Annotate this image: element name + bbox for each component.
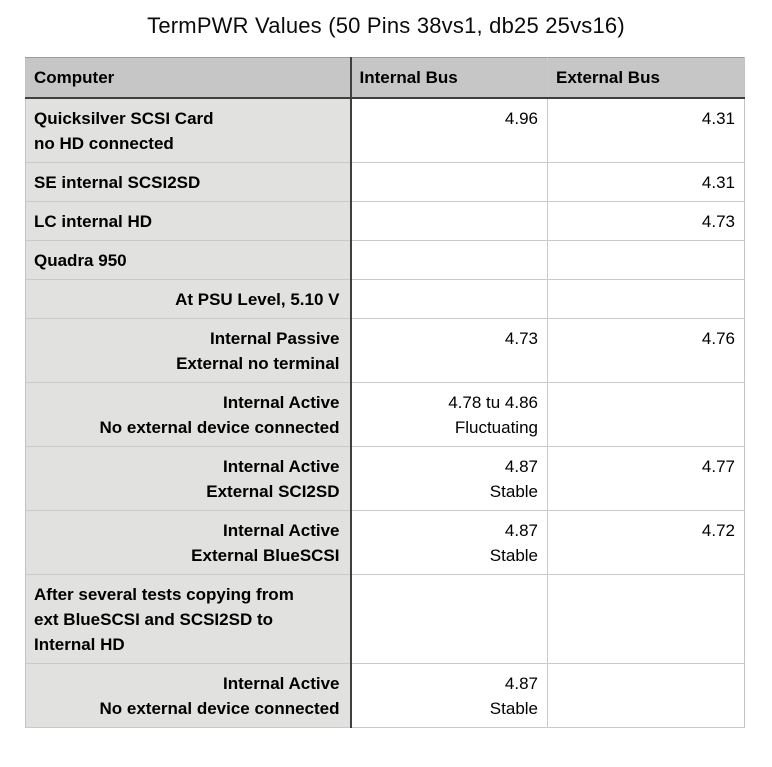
computer-cell: SE internal SCSI2SD <box>25 162 352 202</box>
internal-bus-cell <box>350 574 548 664</box>
table-row: Internal Active No external device conne… <box>25 663 745 728</box>
external-bus-cell: 4.77 <box>547 446 745 511</box>
table-row: LC internal HD 4.73 <box>25 201 745 241</box>
internal-bus-cell: 4.73 <box>350 318 548 383</box>
external-bus-cell <box>547 574 745 664</box>
internal-bus-cell <box>350 279 548 319</box>
table-row: Internal Passive External no terminal 4.… <box>25 318 745 383</box>
computer-cell: Internal Active External BlueSCSI <box>25 510 352 575</box>
internal-bus-cell: 4.78 tu 4.86 Fluctuating <box>350 382 548 447</box>
table-row: At PSU Level, 5.10 V <box>25 279 745 319</box>
internal-bus-cell: 4.87 Stable <box>350 663 548 728</box>
internal-bus-cell <box>350 240 548 280</box>
computer-cell: Internal Active No external device conne… <box>25 663 352 728</box>
computer-cell: Internal Active No external device conne… <box>25 382 352 447</box>
page-title: TermPWR Values (50 Pins 38vs1, db25 25vs… <box>147 13 625 38</box>
computer-cell: Internal Passive External no terminal <box>25 318 352 383</box>
internal-bus-cell: 4.87 Stable <box>350 510 548 575</box>
external-bus-cell: 4.31 <box>547 162 745 202</box>
table-row: After several tests copying from ext Blu… <box>25 574 745 664</box>
computer-cell: At PSU Level, 5.10 V <box>25 279 352 319</box>
external-bus-cell <box>547 382 745 447</box>
table-row: Internal Active External BlueSCSI 4.87 S… <box>25 510 745 575</box>
internal-bus-cell: 4.96 <box>350 98 548 163</box>
external-bus-cell: 4.73 <box>547 201 745 241</box>
internal-bus-cell: 4.87 Stable <box>350 446 548 511</box>
external-bus-cell: 4.31 <box>547 98 745 163</box>
internal-bus-cell <box>350 201 548 241</box>
computer-cell: Internal Active External SCI2SD <box>25 446 352 511</box>
external-bus-cell: 4.72 <box>547 510 745 575</box>
external-bus-cell <box>547 279 745 319</box>
computer-cell: Quadra 950 <box>25 240 352 280</box>
computer-cell: After several tests copying from ext Blu… <box>25 574 352 664</box>
table-row: Quicksilver SCSI Card no HD connected 4.… <box>25 98 745 163</box>
external-bus-cell <box>547 663 745 728</box>
computer-cell: Quicksilver SCSI Card no HD connected <box>25 98 352 163</box>
table-row: Internal Active External SCI2SD 4.87 Sta… <box>25 446 745 511</box>
external-bus-cell <box>547 240 745 280</box>
external-bus-cell: 4.76 <box>547 318 745 383</box>
table-row: Internal Active No external device conne… <box>25 382 745 447</box>
table-header-row: Computer Internal Bus External Bus <box>25 57 745 99</box>
column-header-external-bus: External Bus <box>547 57 745 99</box>
table-row: SE internal SCSI2SD 4.31 <box>25 162 745 202</box>
table-row: Quadra 950 <box>25 240 745 280</box>
internal-bus-cell <box>350 162 548 202</box>
computer-cell: LC internal HD <box>25 201 352 241</box>
termpwr-values-table: Computer Internal Bus External Bus Quick… <box>25 57 745 728</box>
column-header-internal-bus: Internal Bus <box>350 57 548 99</box>
column-header-computer: Computer <box>25 57 352 99</box>
